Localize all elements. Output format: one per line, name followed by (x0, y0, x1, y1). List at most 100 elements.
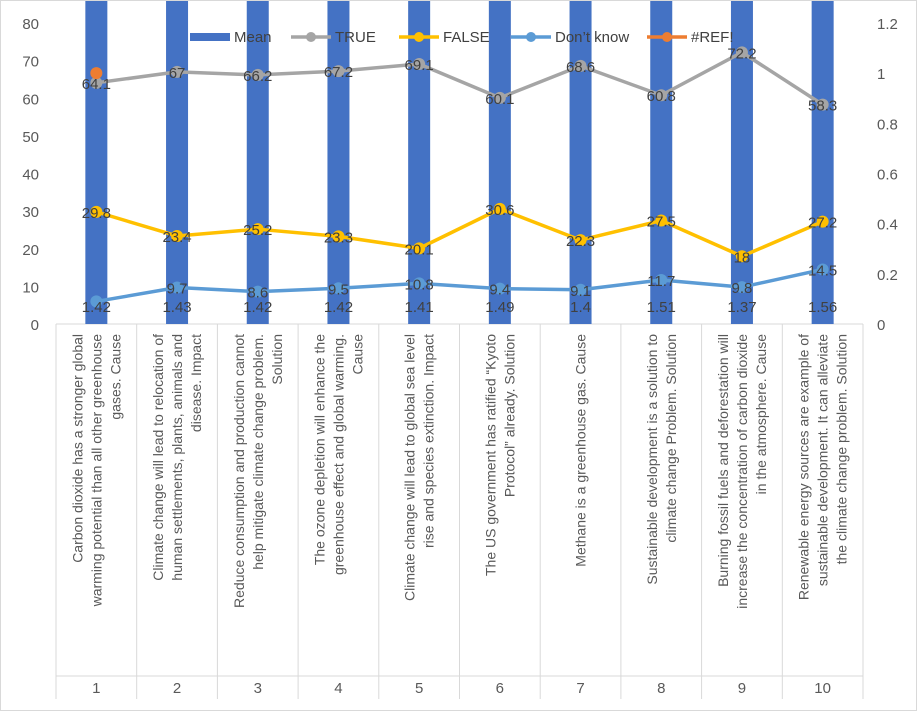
series-data-label: 18 (734, 249, 751, 266)
series-data-label: 22.3 (566, 233, 595, 250)
mean-bar (166, 0, 189, 324)
series-marker (332, 282, 345, 295)
mean-bar (408, 0, 431, 324)
legend-label: TRUE (335, 29, 376, 46)
series-marker (735, 46, 748, 59)
category-number: 9 (738, 680, 746, 697)
y2-tick-label: 0.6 (877, 167, 898, 184)
category-labels-group: Carbon dioxide has a stronger global warm… (69, 334, 849, 697)
y-tick-label: 60 (22, 91, 39, 108)
category-statement-line: Reduce consumption and production cannot (231, 334, 247, 608)
mean-bar (327, 0, 350, 325)
legend-label: FALSE (443, 29, 490, 46)
category-statement-line: Cause (349, 334, 365, 375)
y-tick-label: 0 (31, 317, 39, 334)
series-marker (90, 295, 103, 308)
category-statement-line: rise and species extinction. Impact (421, 334, 437, 548)
series-lines-group (90, 46, 829, 308)
category-statement-line: warming potential than all other greenho… (88, 334, 104, 608)
mean-data-label: 1.51 (647, 299, 676, 316)
series-marker (493, 202, 506, 215)
mean-bar (85, 0, 108, 325)
legend-swatch-marker (662, 32, 672, 42)
category-statement-line: disease. Impact (188, 334, 204, 432)
series-data-label: 27.5 (647, 214, 676, 231)
mean-data-label: 1.42 (243, 299, 272, 316)
series-marker (655, 214, 668, 227)
mean-bars-group (85, 0, 834, 325)
series-data-label: 60.8 (647, 88, 676, 105)
category-number: 7 (576, 680, 584, 697)
series-marker (90, 205, 103, 218)
series-data-label: 67 (169, 65, 186, 82)
series-marker (413, 58, 426, 71)
category-statement-line: Solution (269, 334, 285, 385)
y-tick-label: 20 (22, 242, 39, 259)
y-tick-label: 50 (22, 129, 39, 146)
category-statement-line: Sustainable development is a solution to (644, 334, 660, 585)
category-statement-line: Climate change will lead to relocation o… (150, 334, 166, 581)
legend-label: Mean (234, 29, 272, 46)
category-number: 2 (173, 680, 181, 697)
series-data-label: 66.2 (243, 68, 272, 85)
series-marker (735, 281, 748, 294)
series-data-label: 29.8 (82, 205, 111, 222)
series-marker (171, 229, 184, 242)
y2-tick-label: 0.8 (877, 116, 898, 133)
series-line (95, 207, 824, 259)
mean-bar (730, 0, 753, 324)
legend-label: Don’t know (555, 29, 629, 46)
y-tick-label: 10 (22, 279, 39, 296)
category-number: 8 (657, 680, 665, 697)
category-statement-line: in the atmosphere. Cause (753, 334, 769, 495)
series-data-label: 9.7 (167, 281, 188, 298)
series-marker (655, 89, 668, 102)
category-statement-line: climate change Problem. Solution (663, 334, 679, 543)
series-data-label: 30.6 (485, 202, 514, 219)
mean-data-label: 1.43 (162, 299, 191, 316)
category-statement-line: Carbon dioxide has a stronger global (69, 334, 85, 563)
series-line (96, 50, 824, 107)
series-marker (251, 68, 264, 81)
series-marker (735, 250, 748, 263)
series-data-label: 8.6 (247, 285, 268, 302)
category-statement-line: The ozone depletion will enhance the (311, 334, 327, 565)
y2-tick-label: 0.2 (877, 267, 898, 284)
series-data-label: 9.1 (570, 283, 591, 300)
series-marker (251, 223, 264, 236)
series-data-label: 11.7 (647, 273, 675, 290)
category-number: 6 (496, 680, 504, 697)
category-statement-line: greenhouse effect and global warming. (330, 334, 346, 575)
series-marker (171, 281, 184, 294)
category-statement-line: Climate change will lead to global sea l… (402, 334, 418, 601)
category-statement-line: Methane is a greenhouse gas. Cause (573, 334, 589, 567)
series-data-label: 25.2 (243, 222, 272, 239)
category-statement-line: Renewable energy sources are example of (796, 334, 812, 600)
series-data-label: 20.1 (405, 241, 434, 258)
mean-data-label: 1.49 (485, 299, 514, 316)
series-marker (574, 283, 587, 296)
legend-swatch-marker (306, 32, 316, 42)
category-statement-line: Protocol” already. Solution (501, 334, 517, 497)
series-marker (655, 273, 668, 286)
series-marker (413, 242, 426, 255)
category-statement-line: help mitigate climate change problem. (250, 334, 266, 570)
series-data-label: 69.1 (405, 57, 434, 74)
mean-data-label: 1.56 (808, 299, 837, 316)
y-tick-label: 70 (22, 54, 39, 71)
mean-data-label: 1.42 (324, 299, 353, 316)
series-data-label: 9.5 (328, 281, 349, 298)
category-number: 3 (254, 680, 262, 697)
series-marker (251, 285, 264, 298)
series-marker (574, 59, 587, 72)
series-data-label: 58.3 (808, 98, 837, 115)
series-line (96, 267, 824, 304)
series-marker (493, 91, 506, 104)
y-tick-label: 80 (22, 16, 39, 33)
series-data-label: 23.4 (162, 229, 191, 246)
series-data-label: 9.4 (489, 282, 510, 299)
data-labels-group: 1.42 1.43 1.42 1.42 1.41 1.49 1.4 1.51 1.37 1.56 6… (82, 45, 838, 316)
series-marker (171, 65, 184, 78)
mean-data-label: 1.4 (570, 299, 591, 316)
